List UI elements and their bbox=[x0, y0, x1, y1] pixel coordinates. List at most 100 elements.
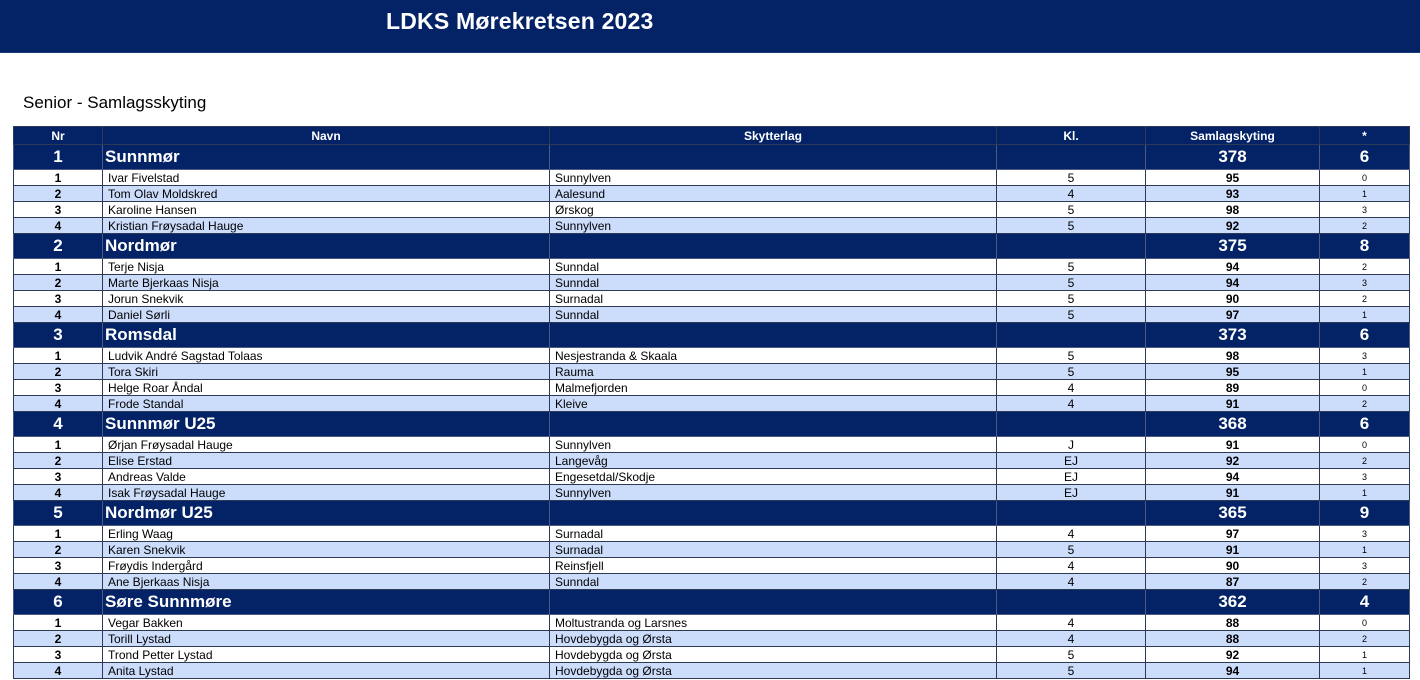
team-star: 4 bbox=[1319, 589, 1410, 615]
shooter-score: 95 bbox=[1145, 169, 1320, 186]
shooter-club: Sunnylven bbox=[549, 436, 997, 453]
shooter-class: 4 bbox=[996, 630, 1146, 647]
page-title: LDKS Mørekretsen 2023 bbox=[386, 8, 654, 34]
shooter-nr: 1 bbox=[13, 169, 103, 186]
shooter-nr: 4 bbox=[13, 395, 103, 412]
team-club-empty bbox=[549, 589, 997, 615]
shooter-star: 0 bbox=[1319, 379, 1410, 396]
shooter-nr: 3 bbox=[13, 646, 103, 663]
results-body: 1 Sunnmør 378 6 1 Ivar Fivelstad Sunnylven 5 95 0… bbox=[13, 144, 1410, 679]
team-row: 2 Nordmør 375 8 bbox=[13, 233, 1410, 259]
shooter-row: 1 Erling Waag Surnadal 4 97 3 bbox=[13, 525, 1410, 542]
shooter-score: 94 bbox=[1145, 258, 1320, 275]
shooter-club: Sunndal bbox=[549, 274, 997, 291]
shooter-nr: 2 bbox=[13, 274, 103, 291]
shooter-score: 94 bbox=[1145, 274, 1320, 291]
shooter-club: Sunnylven bbox=[549, 217, 997, 234]
team-club-empty bbox=[549, 411, 997, 437]
shooter-row: 3 Jorun Snekvik Surnadal 5 90 2 bbox=[13, 290, 1410, 307]
shooter-score: 92 bbox=[1145, 217, 1320, 234]
shooter-name: Frøydis Indergård bbox=[102, 557, 550, 574]
column-header-star: * bbox=[1319, 126, 1410, 145]
team-class-empty bbox=[996, 233, 1146, 259]
team-class-empty bbox=[996, 411, 1146, 437]
team-class-empty bbox=[996, 500, 1146, 526]
shooter-class: J bbox=[996, 436, 1146, 453]
team-score: 375 bbox=[1145, 233, 1320, 259]
shooter-score: 91 bbox=[1145, 541, 1320, 558]
column-header-samlagskyting: Samlagskyting bbox=[1145, 126, 1320, 145]
shooter-row: 4 Isak Frøysadal Hauge Sunnylven EJ 91 1 bbox=[13, 484, 1410, 501]
team-rank: 6 bbox=[13, 589, 103, 615]
team-club-empty bbox=[549, 233, 997, 259]
team-star: 6 bbox=[1319, 411, 1410, 437]
shooter-club: Ørskog bbox=[549, 201, 997, 218]
shooter-nr: 4 bbox=[13, 306, 103, 323]
column-header-navn: Navn bbox=[102, 126, 550, 145]
shooter-name: Erling Waag bbox=[102, 525, 550, 542]
team-name: Nordmør U25 bbox=[102, 500, 550, 526]
shooter-name: Marte Bjerkaas Nisja bbox=[102, 274, 550, 291]
page-header: LDKS Mørekretsen 2023 bbox=[0, 0, 1420, 53]
shooter-row: 1 Ivar Fivelstad Sunnylven 5 95 0 bbox=[13, 169, 1410, 186]
shooter-name: Karoline Hansen bbox=[102, 201, 550, 218]
shooter-star: 2 bbox=[1319, 395, 1410, 412]
shooter-club: Aalesund bbox=[549, 185, 997, 202]
shooter-name: Tom Olav Moldskred bbox=[102, 185, 550, 202]
shooter-score: 88 bbox=[1145, 630, 1320, 647]
team-name: Sunnmør U25 bbox=[102, 411, 550, 437]
shooter-row: 3 Trond Petter Lystad Hovdebygda og Ørsta 5… bbox=[13, 646, 1410, 663]
shooter-star: 3 bbox=[1319, 347, 1410, 364]
team-row: 3 Romsdal 373 6 bbox=[13, 322, 1410, 348]
shooter-club: Surnadal bbox=[549, 541, 997, 558]
shooter-club: Hovdebygda og Ørsta bbox=[549, 646, 997, 663]
shooter-row: 3 Helge Roar Åndal Malmefjorden 4 89 0 bbox=[13, 379, 1410, 396]
shooter-row: 1 Ludvik André Sagstad Tolaas Nesjestranda… bbox=[13, 347, 1410, 364]
shooter-class: 4 bbox=[996, 525, 1146, 542]
shooter-class: 5 bbox=[996, 169, 1146, 186]
team-rank: 2 bbox=[13, 233, 103, 259]
shooter-nr: 2 bbox=[13, 541, 103, 558]
team-rank: 3 bbox=[13, 322, 103, 348]
team-row: 1 Sunnmør 378 6 bbox=[13, 144, 1410, 170]
shooter-nr: 4 bbox=[13, 662, 103, 679]
shooter-score: 93 bbox=[1145, 185, 1320, 202]
shooter-class: 5 bbox=[996, 662, 1146, 679]
shooter-row: 3 Andreas Valde Engesetdal/Skodje EJ 94 3 bbox=[13, 468, 1410, 485]
team-club-empty bbox=[549, 322, 997, 348]
shooter-class: 5 bbox=[996, 217, 1146, 234]
shooter-score: 90 bbox=[1145, 290, 1320, 307]
shooter-name: Terje Nisja bbox=[102, 258, 550, 275]
team-star: 6 bbox=[1319, 144, 1410, 170]
shooter-club: Reinsfjell bbox=[549, 557, 997, 574]
shooter-row: 4 Frode Standal Kleive 4 91 2 bbox=[13, 395, 1410, 412]
shooter-score: 97 bbox=[1145, 525, 1320, 542]
shooter-class: 5 bbox=[996, 347, 1146, 364]
shooter-star: 0 bbox=[1319, 436, 1410, 453]
shooter-score: 98 bbox=[1145, 201, 1320, 218]
shooter-score: 92 bbox=[1145, 452, 1320, 469]
shooter-score: 94 bbox=[1145, 468, 1320, 485]
shooter-score: 90 bbox=[1145, 557, 1320, 574]
team-score: 365 bbox=[1145, 500, 1320, 526]
shooter-club: Kleive bbox=[549, 395, 997, 412]
shooter-nr: 3 bbox=[13, 201, 103, 218]
shooter-name: Ivar Fivelstad bbox=[102, 169, 550, 186]
team-club-empty bbox=[549, 500, 997, 526]
column-header-skytterlag: Skytterlag bbox=[549, 126, 997, 145]
shooter-star: 2 bbox=[1319, 290, 1410, 307]
shooter-score: 88 bbox=[1145, 614, 1320, 631]
shooter-row: 3 Karoline Hansen Ørskog 5 98 3 bbox=[13, 201, 1410, 218]
shooter-club: Hovdebygda og Ørsta bbox=[549, 662, 997, 679]
shooter-row: 2 Karen Snekvik Surnadal 5 91 1 bbox=[13, 541, 1410, 558]
shooter-star: 3 bbox=[1319, 201, 1410, 218]
team-score: 368 bbox=[1145, 411, 1320, 437]
shooter-star: 3 bbox=[1319, 274, 1410, 291]
shooter-row: 2 Tom Olav Moldskred Aalesund 4 93 1 bbox=[13, 185, 1410, 202]
shooter-nr: 1 bbox=[13, 436, 103, 453]
team-row: 6 Søre Sunnmøre 362 4 bbox=[13, 589, 1410, 615]
shooter-score: 94 bbox=[1145, 662, 1320, 679]
team-row: 5 Nordmør U25 365 9 bbox=[13, 500, 1410, 526]
shooter-nr: 4 bbox=[13, 573, 103, 590]
shooter-class: 5 bbox=[996, 541, 1146, 558]
